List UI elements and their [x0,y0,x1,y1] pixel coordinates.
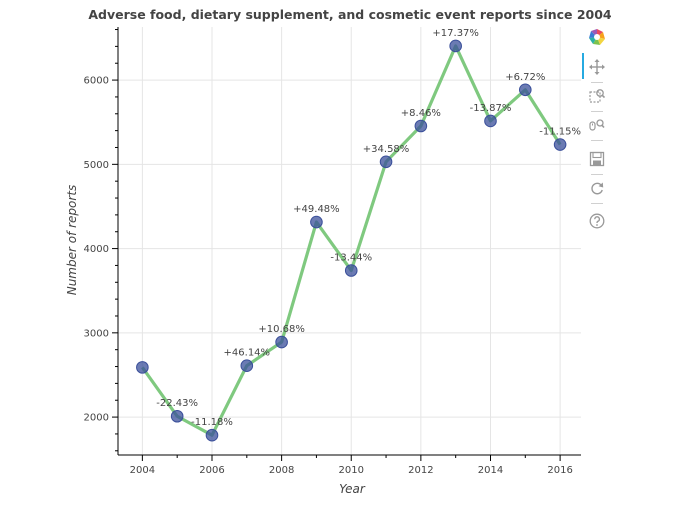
y-tick-label: 6000 [84,76,109,87]
toolbar-separator [591,203,603,204]
help-icon[interactable] [588,212,606,230]
toolbar-separator [591,82,603,83]
save-icon[interactable] [588,150,606,168]
data-point[interactable] [136,361,149,374]
x-tick-label: 2012 [408,465,433,476]
data-label: +49.48% [293,204,340,215]
grid [118,27,581,455]
data-labels: -22.43% -11.18% +46.14% +10.68% +49.48% -13.4… [156,28,581,428]
data-label: -22.43% [156,398,198,409]
data-point[interactable] [240,359,254,372]
data-point[interactable] [449,39,462,53]
chart-title: Adverse food, dietary supplement, and co… [88,7,612,22]
series-points [136,39,567,442]
data-label: +10.68% [258,324,305,335]
x-tick-label: 2004 [130,465,155,476]
data-point[interactable] [275,335,288,349]
x-tick-label: 2008 [269,465,294,476]
data-point[interactable] [310,215,323,229]
y-tick-label: 2000 [84,413,109,424]
data-label: -13.44% [330,252,372,263]
data-point[interactable] [379,155,393,169]
toolbar-separator [591,140,603,141]
data-point[interactable] [553,138,567,151]
pan-icon[interactable] [588,58,606,76]
data-label: -11.15% [539,127,581,138]
x-tick-label: 2014 [478,465,503,476]
data-label: +8.46% [401,108,441,119]
bokeh-logo-icon[interactable] [588,28,606,46]
data-point[interactable] [170,409,184,423]
toolbar-separator [591,111,603,112]
x-tick-label: 2016 [547,465,572,476]
data-point[interactable] [344,264,358,277]
y-axis-label: Number of reports [65,185,79,296]
data-label: +17.37% [432,28,479,39]
data-point[interactable] [484,114,497,128]
data-label: +34.58% [363,144,410,155]
active-tool-indicator [582,53,584,79]
data-point[interactable] [519,83,532,97]
data-label: +6.72% [505,72,545,83]
data-point[interactable] [414,119,428,133]
x-tick-label: 2006 [199,465,224,476]
x-tick-label: 2010 [339,465,364,476]
box-zoom-icon[interactable] [588,87,606,105]
data-label: -13.87% [470,103,512,114]
data-label: +46.14% [224,348,271,359]
y-tick-label: 3000 [84,328,109,339]
reset-icon[interactable] [588,179,606,197]
toolbar-separator [591,174,603,175]
data-label: -11.18% [191,417,233,428]
y-tick-label: 5000 [84,160,109,171]
wheel-zoom-icon[interactable] [588,116,606,134]
data-point[interactable] [205,428,219,442]
x-axis-label: Year [339,482,366,496]
y-tick-label: 4000 [84,244,109,255]
axes: 2004 2006 2008 2010 2012 2014 2016 2000 3000 4000… [84,27,581,476]
